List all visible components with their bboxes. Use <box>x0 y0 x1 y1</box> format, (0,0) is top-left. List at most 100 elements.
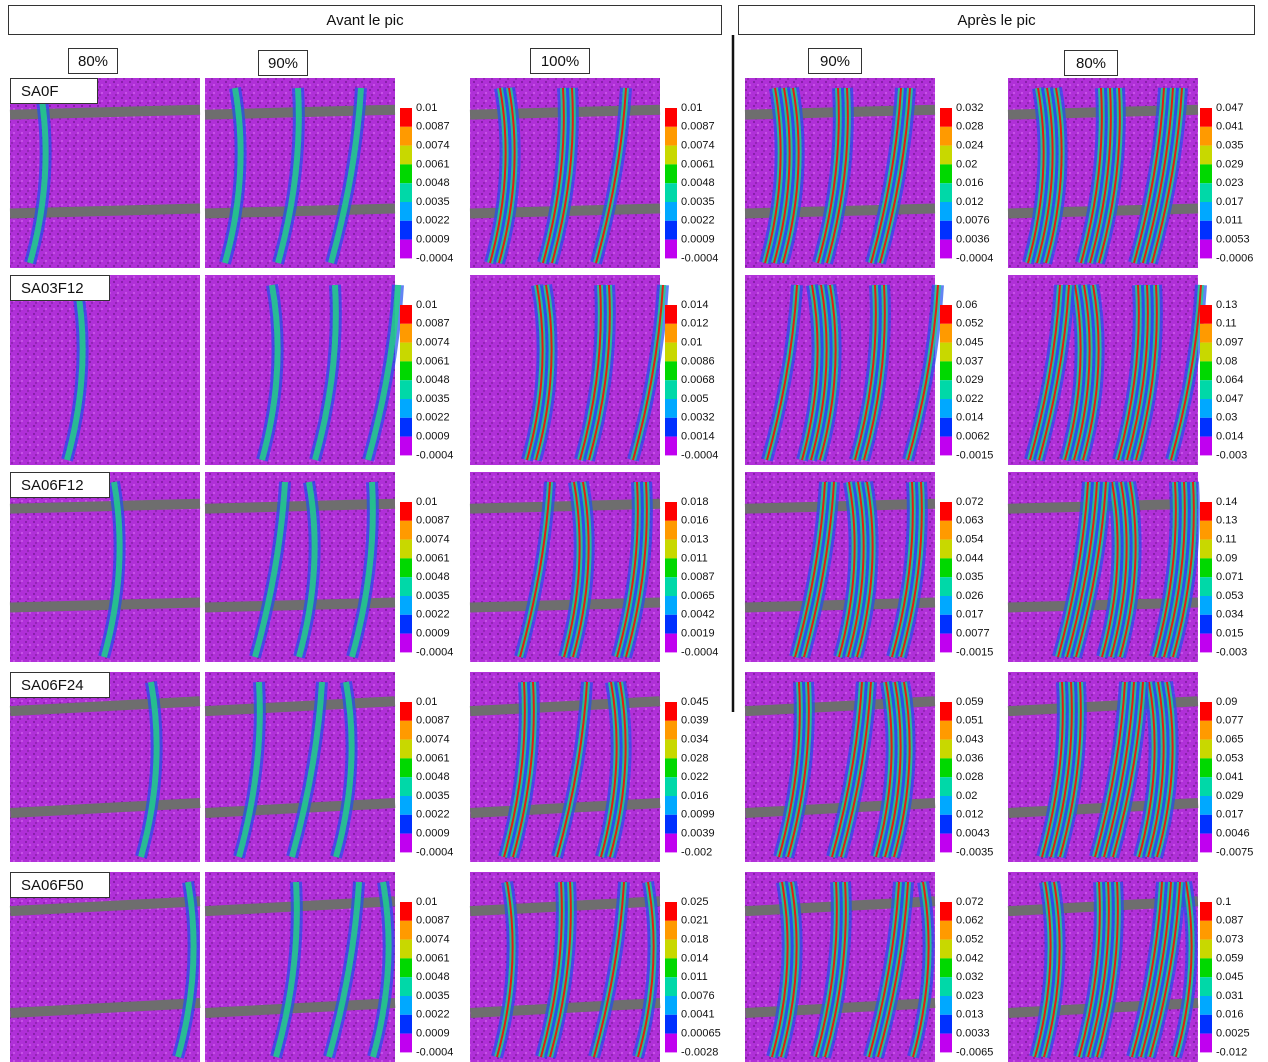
strain-core <box>1050 681 1073 858</box>
colorbar-segment <box>940 1033 952 1053</box>
colorbar-label: 0.034 <box>681 734 709 746</box>
colorbar-label: 0.025 <box>681 896 709 908</box>
colorbar-label: -0.0006 <box>1216 252 1253 264</box>
colorbar-label: 0.0077 <box>956 628 990 640</box>
colorbar-segment <box>1200 305 1212 324</box>
colorbar-segment <box>665 342 677 362</box>
strain-core <box>1119 481 1137 658</box>
strain-image <box>204 672 396 862</box>
colorbar-segment <box>940 145 952 165</box>
colorbar-segment <box>940 739 952 759</box>
colorbar-segment <box>400 596 412 615</box>
strain-core <box>588 284 611 461</box>
colorbar-segment <box>1200 958 1212 978</box>
strain-band <box>101 481 123 658</box>
strain-core <box>1142 87 1174 264</box>
colorbar-segment <box>940 126 952 146</box>
colorbar-label: 0.014 <box>1216 431 1244 443</box>
strain-core <box>556 681 588 858</box>
strain-band <box>222 87 244 264</box>
strain-core <box>1078 881 1101 1058</box>
strain-core <box>819 284 837 461</box>
colorbar-label: 0.034 <box>1216 609 1244 621</box>
colorbar-segment <box>400 614 412 634</box>
colorbar-segment <box>665 920 677 940</box>
strain-core <box>1034 881 1052 1058</box>
colorbar-segment <box>940 833 952 853</box>
colorbar-segment <box>940 902 952 921</box>
row-label: SA06F24 <box>10 672 110 698</box>
strain-core <box>1147 681 1165 858</box>
colorbar-label: 0.01 <box>681 337 702 349</box>
bar-rod <box>9 896 201 917</box>
strain-core <box>1075 481 1107 658</box>
bar-rod <box>9 498 201 514</box>
colorbar-segment <box>665 958 677 978</box>
strain-core <box>1170 284 1202 461</box>
colorbar-label: 0.06 <box>956 299 977 311</box>
strain-core <box>1029 284 1061 461</box>
colorbar-segment <box>400 739 412 759</box>
colorbar-segment <box>400 796 412 815</box>
row-label: SA03F12 <box>10 275 110 301</box>
colorbar-segment <box>1200 833 1212 853</box>
colorbar-label: 0.02 <box>956 790 977 802</box>
colorbar-segment <box>940 502 952 521</box>
colorbar-segment <box>1200 558 1212 578</box>
colorbar-segment <box>400 977 412 996</box>
colorbar-label: 0.0036 <box>956 234 990 246</box>
colorbar-label: 0.0074 <box>416 934 450 946</box>
colorbar-segment <box>665 305 677 324</box>
strain-core <box>1117 284 1140 461</box>
colorbar-segment <box>665 633 677 653</box>
strain-image <box>745 275 944 465</box>
strain-core <box>840 681 872 858</box>
colorbar-segment <box>940 958 952 978</box>
colorbar-segment <box>400 720 412 740</box>
strain-image <box>744 872 936 1062</box>
strain-image <box>1007 872 1199 1062</box>
colorbar-segment <box>665 417 677 437</box>
colorbar-label: 0.0046 <box>1216 828 1250 840</box>
colorbar-segment <box>665 720 677 740</box>
strain-band <box>27 87 49 264</box>
colorbar-label: 0.026 <box>956 590 984 602</box>
colorbar-segment <box>400 633 412 653</box>
colorbar-segment <box>400 520 412 540</box>
colorbar-label: 0.029 <box>956 374 984 386</box>
colorbar-label: 0.062 <box>956 915 984 927</box>
colorbar-label: 0.054 <box>956 534 984 546</box>
colorbar-segment <box>1200 739 1212 759</box>
strain-band <box>349 481 376 658</box>
row-label: SA06F12 <box>10 472 110 498</box>
colorbar-segment <box>665 145 677 165</box>
colorbar-label: 0.0048 <box>416 971 450 983</box>
bar-rod <box>204 597 396 613</box>
colorbar-label: 0.0048 <box>416 374 450 386</box>
strain-core <box>503 681 526 858</box>
colorbar-label: 0.017 <box>956 609 984 621</box>
strain-core <box>810 284 828 461</box>
strain-core <box>900 481 923 658</box>
colorbar-segment <box>1200 539 1212 559</box>
strain-image <box>10 275 200 465</box>
colorbar-segment <box>665 1033 677 1053</box>
colorbar-segment <box>400 833 412 853</box>
colorbar-segment <box>665 596 677 615</box>
colorbar-label: 0.0074 <box>416 140 450 152</box>
colorbar-label: 0.0087 <box>416 121 450 133</box>
colorbar-segment <box>940 596 952 615</box>
colorbar-label: 0.1 <box>1216 896 1231 908</box>
colorbar-label: 0.016 <box>681 515 709 527</box>
colorbar-segment <box>940 920 952 940</box>
colorbar-segment <box>940 323 952 343</box>
colorbar-segment <box>940 996 952 1015</box>
colorbar-label: 0.014 <box>681 299 709 311</box>
colorbar-label: 0.0099 <box>681 809 715 821</box>
colorbar-segment <box>400 399 412 418</box>
colorbar-segment <box>665 902 677 921</box>
colorbar-label: 0.016 <box>1216 1009 1244 1021</box>
strain-core <box>875 681 893 858</box>
colorbar-segment <box>1200 796 1212 815</box>
strain-core <box>801 284 819 461</box>
